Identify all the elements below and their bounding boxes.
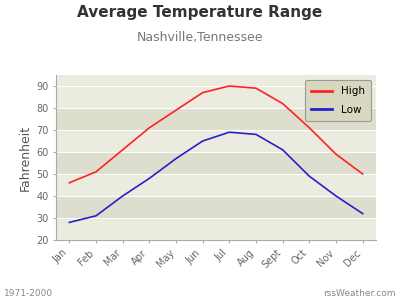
Low [120,194,125,198]
Text: Nashville,Tennessee: Nashville,Tennessee [137,32,263,44]
Text: Average Temperature Range: Average Temperature Range [77,4,323,20]
Y-axis label: Fahrenheit: Fahrenheit [19,124,32,190]
Line: Low: Low [69,132,363,222]
Bar [56,130,376,152]
High [120,148,125,152]
Low [147,177,152,180]
Low [227,130,232,134]
Low [200,139,205,143]
High [280,102,285,105]
Low [67,220,72,224]
Bar [56,196,376,218]
Bar [56,174,376,196]
Bar [56,86,376,108]
High [147,126,152,130]
High [360,172,365,176]
High [67,181,72,184]
Line: High: High [69,86,363,183]
High [254,86,258,90]
High [200,91,205,94]
High [307,126,312,130]
High [174,108,178,112]
Bar [56,218,376,240]
Bar [56,152,376,174]
Text: 1971-2000: 1971-2000 [4,290,53,298]
Bar [56,108,376,130]
High [334,152,338,156]
Low [307,174,312,178]
Low [94,214,98,217]
Text: rssWeather.com: rssWeather.com [324,290,396,298]
Low [360,212,365,215]
Low [254,133,258,136]
High [227,84,232,88]
High [94,170,98,174]
Low [334,194,338,198]
Low [174,157,178,160]
Legend: High, Low: High, Low [305,80,371,121]
Low [280,148,285,152]
